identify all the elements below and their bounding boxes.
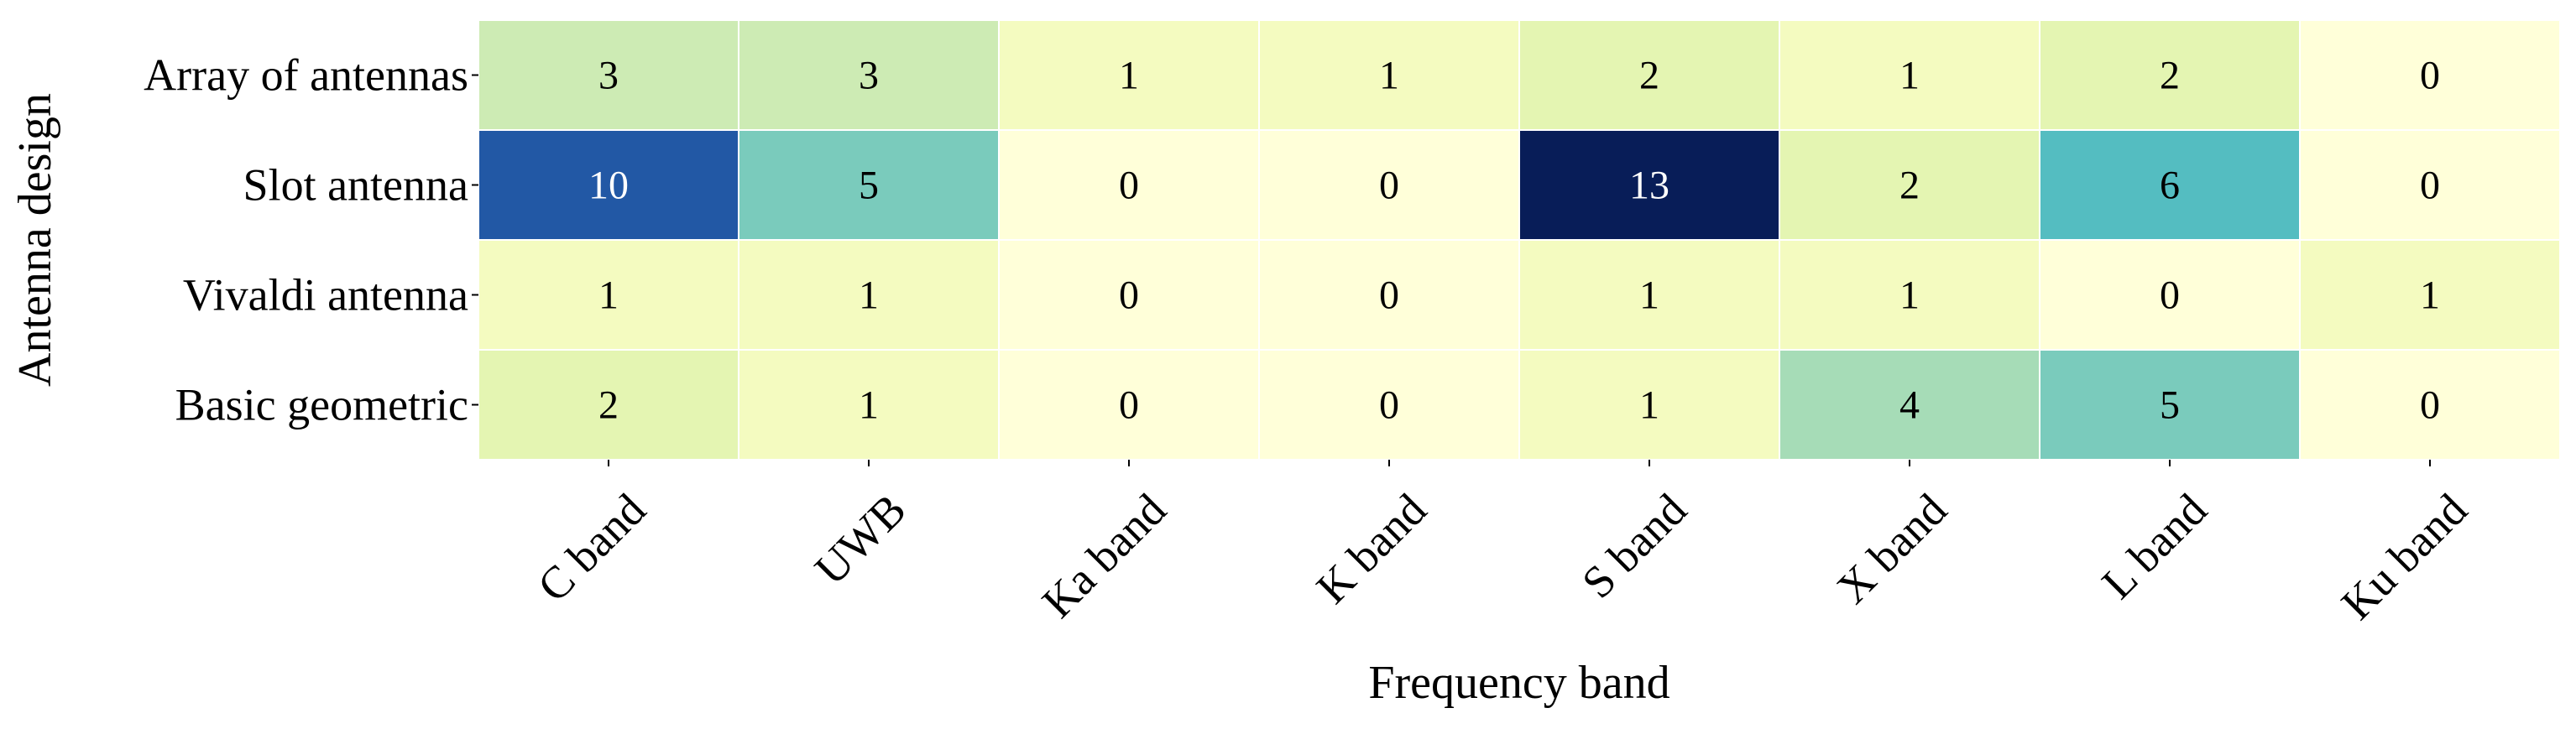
heatmap-cells: 3 3 1 1 2 1 2 010 5 0 0 13 2 6 01 1 0 0 1 1 0 12 1 0 0 1 4 5 0 [478, 19, 2561, 461]
cell-value-label: 1 [859, 383, 879, 428]
cell-value-label: 1 [1899, 54, 1920, 98]
y-tick-label: Vivaldi antenna [183, 270, 468, 320]
heatmap-cell [2039, 349, 2301, 461]
cell-value-label: 13 [1629, 164, 1669, 208]
cell-value-label: 1 [598, 273, 619, 318]
cell-value-label: 2 [1899, 164, 1920, 208]
cell-value-label: 1 [859, 273, 879, 318]
cell-value-label: 5 [2160, 383, 2180, 428]
cell-value-label: 0 [2420, 164, 2440, 208]
heatmap-cell [478, 349, 739, 461]
heatmap-cell [1258, 239, 1520, 351]
cell-value-label: 0 [1379, 273, 1399, 318]
heatmap-cell [2039, 239, 2301, 351]
y-axis-ticks: Array of antennas Slot antenna Vivaldi ant… [144, 50, 478, 430]
heatmap-cell [738, 129, 1000, 241]
y-tick-label: Array of antennas [144, 50, 468, 101]
heatmap-cell [1258, 129, 1520, 241]
heatmap-cell [1258, 349, 1520, 461]
cell-value-label: 1 [1639, 273, 1659, 318]
cell-value-label: 5 [859, 164, 879, 208]
heatmap-cell [2299, 129, 2561, 241]
cell-value-label: 0 [1379, 164, 1399, 208]
heatmap-cell [1779, 129, 2040, 241]
cell-value-label: 3 [859, 54, 879, 98]
heatmap-cell [998, 19, 1260, 131]
cell-value-label: 0 [1119, 383, 1139, 428]
x-tick-label: S band [1572, 484, 1696, 607]
heatmap-cell [1518, 19, 1780, 131]
x-tick-label: Ka band [1032, 484, 1176, 627]
heatmap-cell [998, 239, 1260, 351]
heatmap-cell [738, 19, 1000, 131]
cell-value-label: 1 [1639, 383, 1659, 428]
heatmap-cell [2299, 19, 2561, 131]
heatmap-cell [2299, 239, 2561, 351]
x-tick-label: X band [1827, 484, 1957, 613]
heatmap-cell [1518, 349, 1780, 461]
cell-value-label: 3 [598, 54, 619, 98]
heatmap-cell [2039, 129, 2301, 241]
cell-value-label: 10 [588, 164, 629, 208]
heatmap-cell [1258, 19, 1520, 131]
cell-value-label: 2 [2160, 54, 2180, 98]
cell-value-label: 0 [1119, 273, 1139, 318]
cell-value-label: 6 [2160, 164, 2180, 208]
x-tick-label: L band [2093, 484, 2217, 608]
y-tick-label: Basic geometric [175, 380, 468, 430]
cell-value-label: 1 [2420, 273, 2440, 318]
cell-value-label: 0 [1379, 383, 1399, 428]
heatmap-cell [1779, 19, 2040, 131]
heatmap-cell [1518, 239, 1780, 351]
x-axis-title: Frequency band [1368, 657, 1669, 709]
heatmap-cell [998, 349, 1260, 461]
cell-value-label: 4 [1899, 383, 1920, 428]
cell-value-label: 1 [1899, 273, 1920, 318]
cell-value-label: 2 [598, 383, 619, 428]
heatmap-cell [1518, 129, 1780, 241]
heatmap-cell [478, 19, 739, 131]
x-tick-label: C band [528, 484, 656, 612]
heatmap-cell [1779, 239, 2040, 351]
cell-value-label: 0 [2420, 383, 2440, 428]
x-tick-label: UWB [805, 484, 916, 595]
cell-value-label: 0 [1119, 164, 1139, 208]
cell-value-label: 0 [2420, 54, 2440, 98]
heatmap-cell [478, 239, 739, 351]
cell-value-label: 1 [1379, 54, 1399, 98]
heatmap-cell [738, 239, 1000, 351]
x-tick-label: Ku band [2332, 484, 2477, 629]
x-tick-label: K band [1307, 484, 1436, 613]
x-axis-ticks: C band UWB Ka band K band S band X band L band… [528, 460, 2477, 629]
cell-value-label: 0 [2160, 273, 2180, 318]
y-tick-label: Slot antenna [243, 160, 468, 211]
cell-value-label: 2 [1639, 54, 1659, 98]
y-axis-title: Antenna design [9, 93, 61, 387]
cell-value-label: 1 [1119, 54, 1139, 98]
